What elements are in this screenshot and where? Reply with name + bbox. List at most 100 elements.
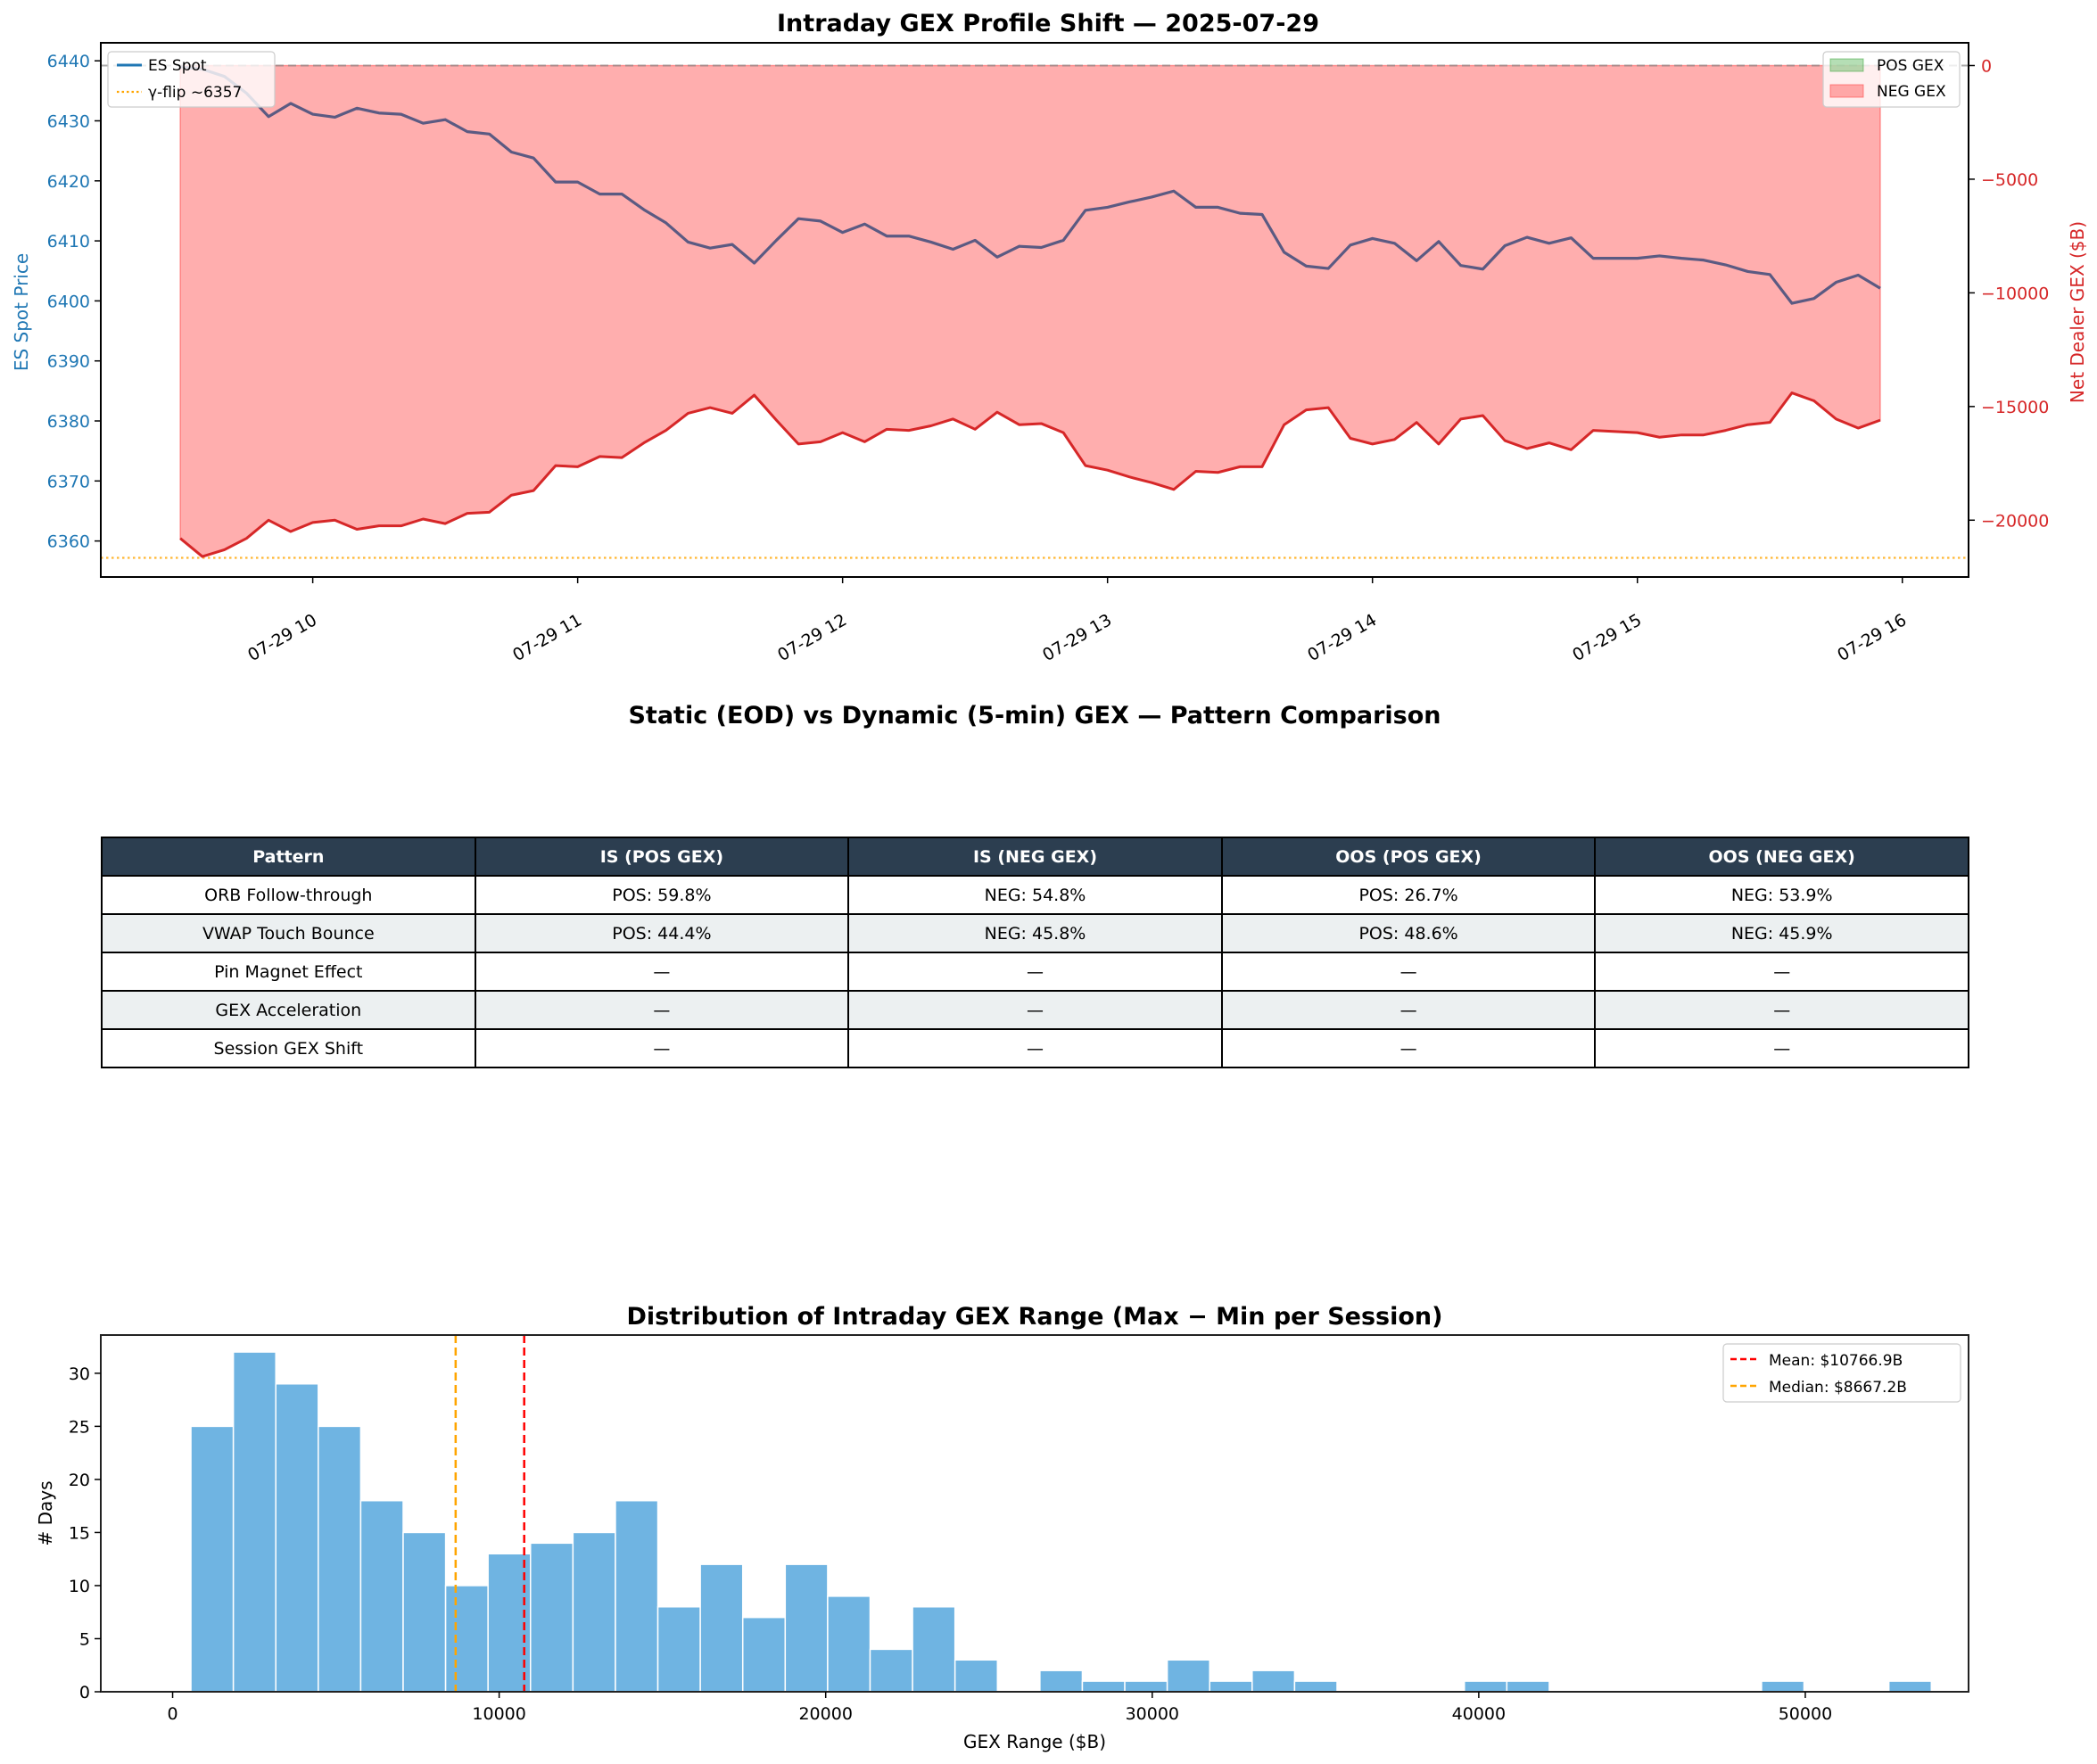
x-tick-label: 0: [167, 1704, 178, 1724]
x-tick-label: 40000: [1452, 1704, 1506, 1724]
histogram-bar: [1293, 1680, 1338, 1693]
table-cell: Pin Magnet Effect: [101, 952, 476, 992]
column-header: IS (NEG GEX): [847, 837, 1223, 877]
x-tick-label: 07-29 14: [1304, 610, 1380, 665]
histogram-bar: [275, 1383, 319, 1693]
x-tick-label: 50000: [1779, 1704, 1832, 1724]
histogram-bar: [869, 1648, 913, 1693]
legend-right: POS GEX NEG GEX: [1822, 51, 1961, 108]
histogram-bar: [741, 1616, 787, 1693]
histogram-bar: [912, 1606, 956, 1693]
table-cell: —: [474, 990, 850, 1030]
table-cell: GEX Acceleration: [101, 990, 476, 1030]
y-tick-label: 6410: [47, 232, 90, 251]
table-title: Static (EOD) vs Dynamic (5-min) GEX — Pa…: [628, 702, 1441, 730]
histogram-bar: [1506, 1680, 1550, 1693]
table-cell: POS: 44.4%: [474, 913, 850, 953]
histogram-bar: [1124, 1680, 1168, 1693]
table-cell: NEG: 45.9%: [1594, 913, 1969, 953]
table-cell: POS: 26.7%: [1220, 875, 1597, 915]
legend-label-gamma-flip: γ-flip ~6357: [148, 84, 242, 102]
plot-frame: [100, 1334, 1969, 1693]
legend-box: [1722, 1343, 1961, 1403]
histogram-bar: [359, 1499, 404, 1693]
histogram-bar: [1209, 1680, 1253, 1693]
histogram-bar: [1081, 1680, 1126, 1693]
histogram-bar: [615, 1499, 659, 1693]
legend-label-pos-gex: POS GEX: [1877, 57, 1944, 75]
right-y-axis: 0 −5000 −10000 −15000 −20000: [1969, 56, 2049, 531]
column-header: IS (POS GEX): [474, 837, 850, 877]
y-tick-label: 0: [79, 1683, 90, 1702]
y2-tick-label: −10000: [1981, 284, 2049, 303]
y-tick-label: 5: [79, 1629, 90, 1649]
table-cell: —: [847, 952, 1223, 992]
column-header: Pattern: [101, 837, 476, 877]
legend-swatch-pos-gex: [1829, 58, 1864, 72]
x-tick-label: 07-29 13: [1039, 610, 1115, 665]
left-y-axis-label: ES Spot Price: [11, 253, 32, 371]
histogram-bar: [190, 1425, 235, 1693]
y-axis-label: # Days: [35, 1480, 56, 1546]
column-header: OOS (POS GEX): [1220, 837, 1597, 877]
table-cell: Session GEX Shift: [101, 1028, 476, 1068]
table-cell: —: [1220, 952, 1597, 992]
table-cell: NEG: 53.9%: [1594, 875, 1969, 915]
table-cell: —: [474, 1028, 850, 1068]
histogram-bar: [827, 1595, 871, 1693]
table-cell: NEG: 45.8%: [847, 913, 1223, 953]
x-axis-label: GEX Range ($B): [963, 1731, 1106, 1752]
histogram-bar: [232, 1351, 277, 1693]
table-cell: —: [474, 952, 850, 992]
pattern-comparison-table: Pattern IS (POS GEX) IS (NEG GEX) OOS (P…: [101, 837, 1969, 1068]
x-tick-label: 07-29 15: [1569, 610, 1645, 665]
x-tick-label: 20000: [798, 1704, 852, 1724]
y-tick-label: 6390: [47, 352, 90, 372]
x-tick-label: 10000: [472, 1704, 525, 1724]
y-tick-label: 10: [69, 1577, 90, 1596]
table-cell: —: [847, 990, 1223, 1030]
table-cell: ORB Follow-through: [101, 875, 476, 915]
histogram-bar: [1761, 1680, 1805, 1693]
y2-tick-label: −20000: [1981, 511, 2049, 531]
y-tick-label: 6380: [47, 412, 90, 432]
y-tick-label: 30: [69, 1364, 90, 1384]
table-cell: —: [1594, 1028, 1969, 1068]
y-axis: 0 5 10 15 20 25 30: [69, 1364, 101, 1702]
y-tick-label: 15: [69, 1523, 90, 1543]
histogram-bars: [190, 1351, 1933, 1693]
y-tick-label: 6370: [47, 472, 90, 491]
table-header-row: Pattern IS (POS GEX) IS (NEG GEX) OOS (P…: [101, 837, 1969, 877]
left-y-axis: 6360 6370 6380 6390 6400 6410 6420 6430 6440: [47, 52, 101, 552]
table-row: Pin Magnet Effect — — — —: [101, 952, 1969, 992]
legend-label-neg-gex: NEG GEX: [1877, 83, 1946, 101]
table-cell: NEG: 54.8%: [847, 875, 1223, 915]
y2-tick-label: −15000: [1981, 398, 2049, 417]
x-tick-label: 07-29 16: [1834, 610, 1910, 665]
y-tick-label: 6360: [47, 532, 90, 552]
histogram-bar: [444, 1585, 489, 1693]
y-tick-label: 6430: [47, 111, 90, 131]
y-tick-label: 20: [69, 1471, 90, 1490]
legend-label-es-spot: ES Spot: [148, 57, 207, 75]
table-row: VWAP Touch Bounce POS: 44.4% NEG: 45.8% …: [101, 913, 1969, 953]
table-row: ORB Follow-through POS: 59.8% NEG: 54.8%…: [101, 875, 1969, 915]
plot-frame: [100, 42, 1969, 578]
histogram-bar: [1039, 1669, 1084, 1693]
histogram-bar: [1251, 1669, 1296, 1693]
histogram-bar: [1887, 1680, 1933, 1693]
net-gex-line: [179, 392, 1881, 558]
histogram-bar: [1166, 1659, 1210, 1693]
table-row: GEX Acceleration — — — —: [101, 990, 1969, 1030]
y-tick-label: 25: [69, 1417, 90, 1437]
histogram-bar: [530, 1542, 574, 1693]
legend-swatch-neg-gex: [1829, 84, 1864, 98]
x-tick-label: 07-29 11: [509, 610, 585, 665]
x-tick-label: 07-29 12: [774, 610, 850, 665]
y2-tick-label: 0: [1981, 56, 1992, 76]
y-tick-label: 6400: [47, 292, 90, 311]
table-cell: —: [1594, 990, 1969, 1030]
histogram-legend: Mean: $10766.9B Median: $8667.2B: [1722, 1343, 1961, 1403]
y-tick-label: 6440: [47, 52, 90, 71]
